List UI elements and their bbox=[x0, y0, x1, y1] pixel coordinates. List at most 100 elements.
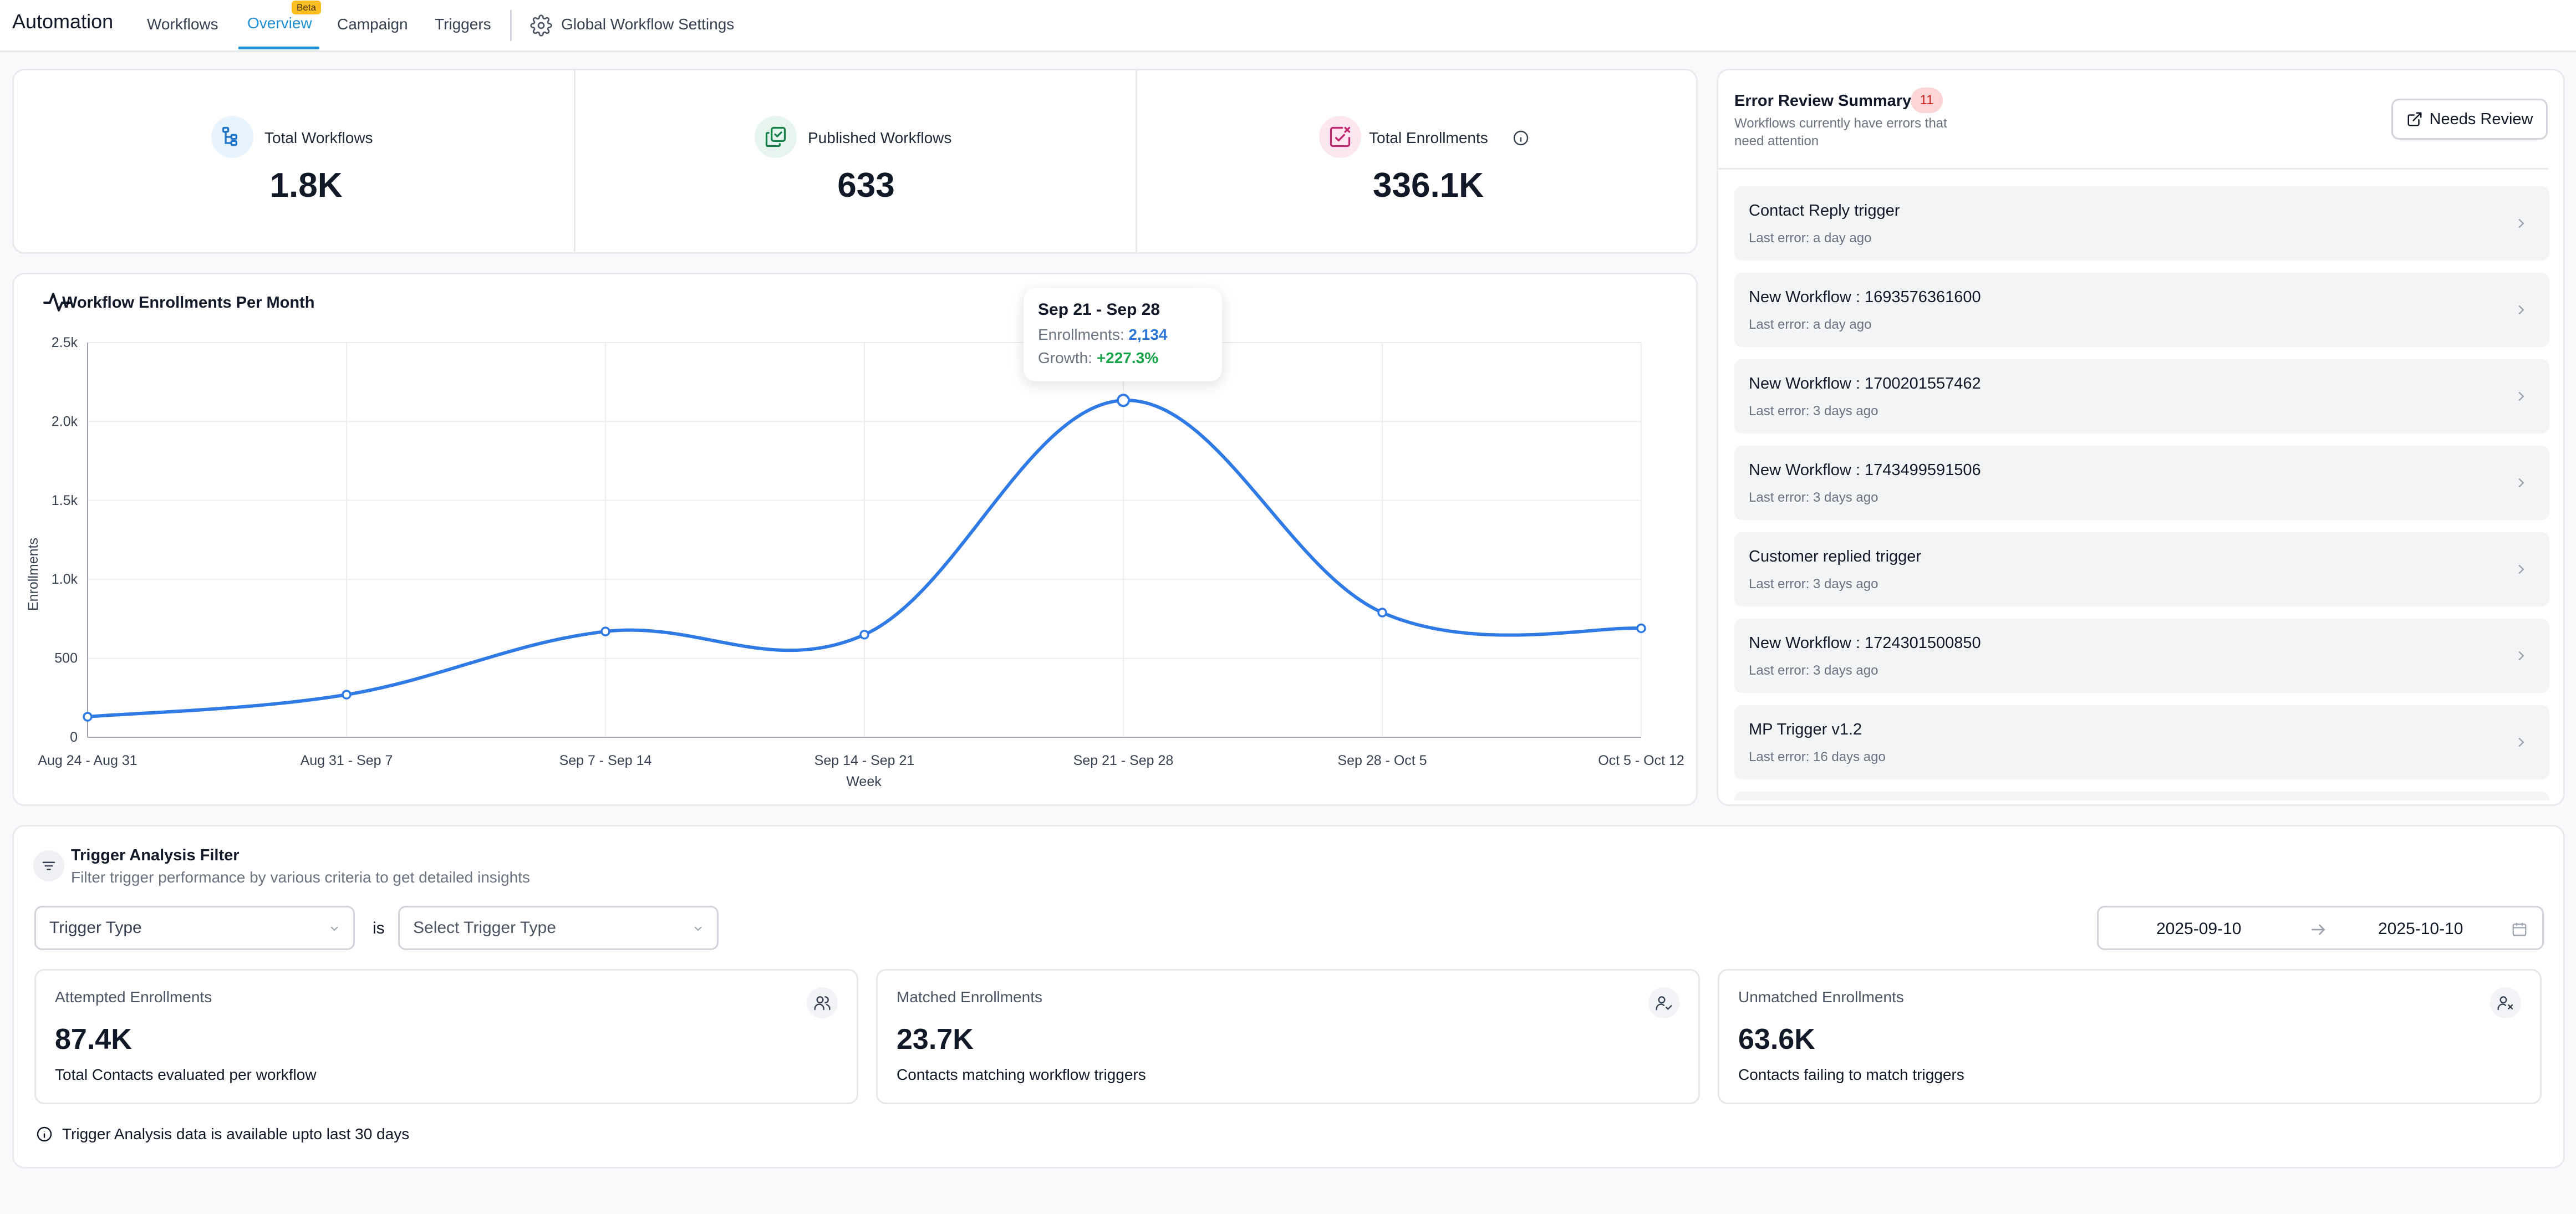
user-x-icon bbox=[2490, 987, 2521, 1018]
chevron-down-icon bbox=[694, 926, 702, 931]
error-list-item[interactable]: New Workflow : 1700201557462 Last error: … bbox=[1734, 359, 2549, 433]
select-trigger-type[interactable]: Select Trigger Type bbox=[398, 906, 719, 950]
error-list-item[interactable]: Customer replied trigger Last error: 3 da… bbox=[1734, 532, 2549, 606]
data-point[interactable] bbox=[1377, 608, 1387, 618]
error-list-item[interactable]: New Workflow : 1693576361600 Last error: … bbox=[1734, 273, 2549, 347]
calendar-icon bbox=[2512, 922, 2527, 936]
error-last-time: Last error: 3 days ago bbox=[1749, 577, 1878, 591]
data-point[interactable] bbox=[859, 630, 869, 640]
app-title: Automation bbox=[12, 10, 114, 33]
x-tick-label: Oct 5 - Oct 12 bbox=[1598, 753, 1684, 768]
date-to[interactable]: 2025-10-10 bbox=[2378, 920, 2463, 938]
error-last-time: Last error: a day ago bbox=[1749, 231, 1872, 246]
tab-triggers[interactable]: Triggers bbox=[435, 16, 491, 33]
y-tick-label: 1.0k bbox=[52, 572, 78, 587]
user-check-icon bbox=[1648, 987, 1679, 1018]
chevron-right-icon bbox=[2518, 305, 2524, 315]
metric-label: Unmatched Enrollments bbox=[1738, 988, 1904, 1006]
stat-label-total-enrollments: Total Enrollments bbox=[1369, 129, 1488, 146]
error-list[interactable]: Contact Reply trigger Last error: a day a… bbox=[1734, 186, 2549, 800]
metric-value: 87.4K bbox=[55, 1023, 132, 1055]
error-review-subtitle: Workflows currently have errors that nee… bbox=[1734, 116, 1947, 149]
tab-workflows[interactable]: Workflows bbox=[147, 16, 218, 33]
metric-attempted: Attempted Enrollments 87.4K Total Contac… bbox=[34, 969, 858, 1104]
chart-tooltip: Sep 21 - Sep 28 Enrollments: 2,134 Growt… bbox=[1024, 288, 1222, 381]
error-list-item[interactable]: Contact Reply trigger Last error: a day a… bbox=[1734, 186, 2549, 261]
chevron-right-icon bbox=[2518, 651, 2524, 661]
date-from[interactable]: 2025-09-10 bbox=[2156, 920, 2242, 938]
stat-value-total-workflows: 1.8K bbox=[269, 166, 343, 205]
x-tick-label: Sep 28 - Oct 5 bbox=[1337, 753, 1427, 768]
error-workflow-name: New Workflow : 1743499591506 bbox=[1749, 461, 1981, 479]
error-last-time: Last error: 3 days ago bbox=[1749, 404, 1878, 419]
x-tick-label: Aug 24 - Aug 31 bbox=[38, 753, 137, 768]
chart-title: Workflow Enrollments Per Month bbox=[62, 294, 315, 312]
info-icon[interactable] bbox=[1512, 129, 1530, 147]
tooltip-growth-label: Growth: bbox=[1038, 349, 1097, 366]
chevron-down-icon bbox=[330, 926, 338, 931]
chevron-right-icon bbox=[2518, 391, 2524, 401]
error-workflow-name: MP Trigger v1.2 bbox=[1749, 721, 1862, 738]
data-point[interactable] bbox=[342, 690, 352, 700]
data-point[interactable] bbox=[1117, 394, 1130, 407]
chevron-right-icon bbox=[2518, 478, 2524, 488]
gear-icon[interactable] bbox=[530, 14, 552, 37]
error-workflow-name: Customer replied trigger bbox=[1749, 548, 1922, 565]
trigger-type-select[interactable]: Trigger Type bbox=[34, 906, 355, 950]
enrollment-icon bbox=[1319, 116, 1361, 158]
date-range-picker[interactable]: 2025-09-10 2025-10-10 bbox=[2097, 906, 2544, 950]
x-tick-label: Aug 31 - Sep 7 bbox=[301, 753, 393, 768]
stat-label-total-workflows: Total Workflows bbox=[264, 129, 373, 146]
needs-review-label: Needs Review bbox=[2429, 110, 2533, 128]
y-tick-label: 1.5k bbox=[52, 493, 78, 508]
published-check-icon bbox=[755, 116, 797, 158]
tab-campaign[interactable]: Campaign bbox=[337, 16, 408, 33]
metric-description: Contacts failing to match triggers bbox=[1738, 1066, 1964, 1083]
error-last-time: Last error: 16 days ago bbox=[1749, 749, 1886, 764]
metric-description: Contacts matching workflow triggers bbox=[897, 1066, 1146, 1083]
beta-badge: Beta bbox=[292, 1, 321, 14]
active-tab-indicator bbox=[238, 47, 319, 49]
error-list-item-partial[interactable] bbox=[1734, 792, 2549, 800]
tab-overview[interactable]: Overview bbox=[247, 14, 312, 32]
metric-unmatched: Unmatched Enrollments 63.6K Contacts fai… bbox=[1718, 969, 2542, 1104]
y-tick-label: 2.5k bbox=[52, 335, 78, 350]
metric-matched: Matched Enrollments 23.7K Contacts match… bbox=[876, 969, 1700, 1104]
error-last-time: Last error: a day ago bbox=[1749, 317, 1872, 332]
error-workflow-name: New Workflow : 1693576361600 bbox=[1749, 288, 1981, 306]
metric-value: 63.6K bbox=[1738, 1023, 1815, 1055]
y-tick-label: 0 bbox=[70, 730, 78, 745]
info-icon bbox=[35, 1125, 53, 1143]
external-link-icon bbox=[2407, 112, 2421, 126]
error-last-time: Last error: 3 days ago bbox=[1749, 490, 1878, 505]
metric-label: Attempted Enrollments bbox=[55, 988, 212, 1006]
tooltip-growth-value: +227.3% bbox=[1096, 349, 1159, 366]
x-axis-label: Week bbox=[846, 774, 882, 789]
error-list-item[interactable]: New Workflow : 1743499591506 Last error: … bbox=[1734, 446, 2549, 520]
needs-review-button[interactable]: Needs Review bbox=[2391, 99, 2548, 140]
metric-description: Total Contacts evaluated per workflow bbox=[55, 1066, 317, 1083]
stat-value-published-workflows: 633 bbox=[837, 166, 895, 205]
arrow-right-icon bbox=[2312, 924, 2325, 935]
data-point[interactable] bbox=[1636, 623, 1646, 634]
stats-card: Total Workflows 1.8K Published Workflows… bbox=[12, 69, 1698, 254]
enrollments-line-chart: 0 500 1.0k 1.5k 2.0k 2.5k Aug 24 - Aug 31 Aug 3… bbox=[26, 335, 1684, 789]
tooltip-enroll-label: Enrollments: bbox=[1038, 326, 1129, 343]
trigger-analysis-subtitle: Filter trigger performance by various cr… bbox=[71, 869, 530, 886]
y-axis-label: Enrollments bbox=[26, 538, 41, 611]
workflow-tree-icon bbox=[211, 116, 253, 158]
error-list-item[interactable]: MP Trigger v1.2 Last error: 16 days ago bbox=[1734, 705, 2549, 779]
chevron-right-icon bbox=[2518, 737, 2524, 747]
error-last-time: Last error: 3 days ago bbox=[1749, 663, 1878, 678]
data-point[interactable] bbox=[600, 626, 610, 636]
tooltip-period: Sep 21 - Sep 28 bbox=[1038, 300, 1160, 319]
error-review-title: Error Review Summary bbox=[1734, 92, 1912, 110]
tooltip-enroll-value: 2,134 bbox=[1128, 326, 1168, 343]
error-list-item[interactable]: New Workflow : 1724301500850 Last error: … bbox=[1734, 619, 2549, 693]
metric-label: Matched Enrollments bbox=[897, 988, 1043, 1006]
error-workflow-name: New Workflow : 1700201557462 bbox=[1749, 375, 1981, 392]
select-trigger-type-placeholder: Select Trigger Type bbox=[413, 919, 556, 937]
x-tick-label: Sep 21 - Sep 28 bbox=[1073, 753, 1174, 768]
data-point[interactable] bbox=[83, 712, 93, 722]
global-workflow-settings-link[interactable]: Global Workflow Settings bbox=[561, 16, 735, 33]
